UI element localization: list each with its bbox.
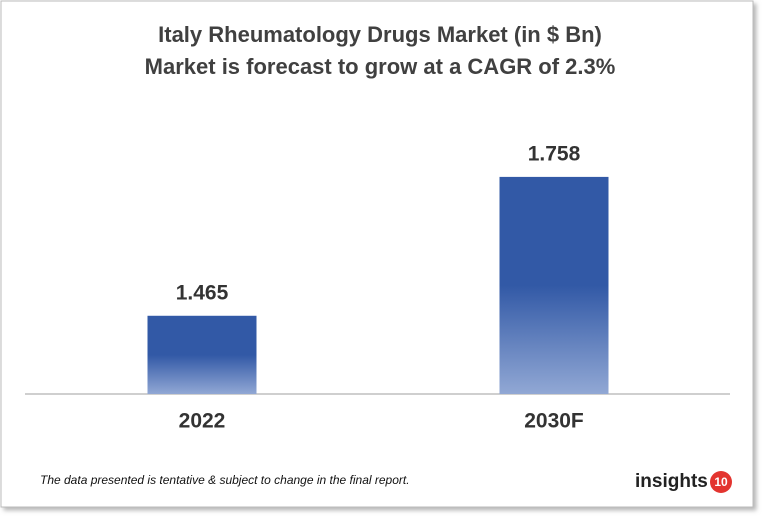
frame [0,0,754,508]
chart-title: Italy Rheumatology Drugs Market (in $ Bn… [158,22,602,47]
bar [499,176,609,394]
value-label: 1.758 [528,142,581,165]
bar [147,315,257,394]
brand-name: insights [635,471,708,492]
brand-badge [710,471,732,493]
x-tick-label: 2022 [179,410,226,433]
brand-number: 10 [714,475,728,489]
x-tick-label: 2030F [524,410,584,433]
value-label: 1.465 [176,281,229,304]
chart-subtitle: Market is forecast to grow at a CAGR of … [145,54,616,79]
footnote: The data presented is tentative & subjec… [40,473,410,487]
